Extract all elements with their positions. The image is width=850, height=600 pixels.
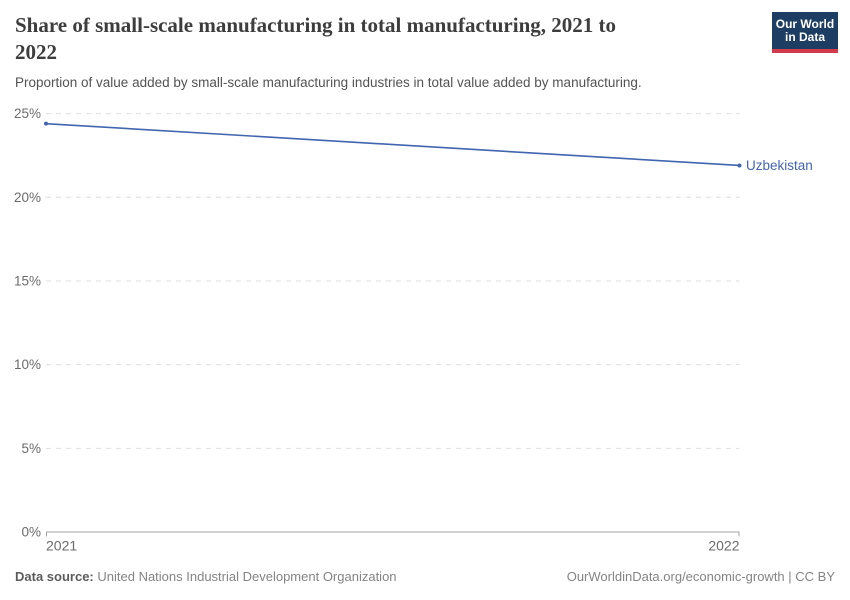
y-axis-tick-label: 10%: [14, 357, 41, 372]
page-title: Share of small-scale manufacturing in to…: [15, 13, 617, 64]
y-axis-tick-label: 15%: [14, 273, 41, 288]
owid-logo-line2: in Data: [784, 30, 825, 44]
y-axis-tick-label: 20%: [14, 190, 41, 205]
data-source-label: Data source:: [15, 569, 94, 584]
attribution-link[interactable]: OurWorldinData.org/economic-growth | CC …: [566, 569, 835, 584]
data-source-value: United Nations Industrial Development Or…: [97, 569, 397, 584]
y-axis-tick-label: 5%: [21, 441, 41, 456]
data-source-note: Data source: United Nations Industrial D…: [15, 569, 397, 584]
x-axis-tick-label: 2021: [46, 538, 77, 554]
owid-logo[interactable]: Our World in Data: [772, 12, 838, 53]
chart-subtitle: Proportion of value added by small-scale…: [15, 75, 642, 90]
series-line-uzbekistan[interactable]: [45, 122, 740, 167]
y-axis-tick-label: 25%: [14, 106, 41, 121]
y-axis-tick-label: 0%: [21, 525, 41, 540]
series-point-uzbekistan-2021[interactable]: [44, 121, 48, 126]
x-axis-tick-label: 2022: [708, 538, 739, 554]
owid-logo-line1: Our World: [775, 17, 835, 31]
series-point-uzbekistan-2022[interactable]: [737, 163, 742, 168]
series-label-uzbekistan[interactable]: Uzbekistan: [746, 158, 813, 173]
